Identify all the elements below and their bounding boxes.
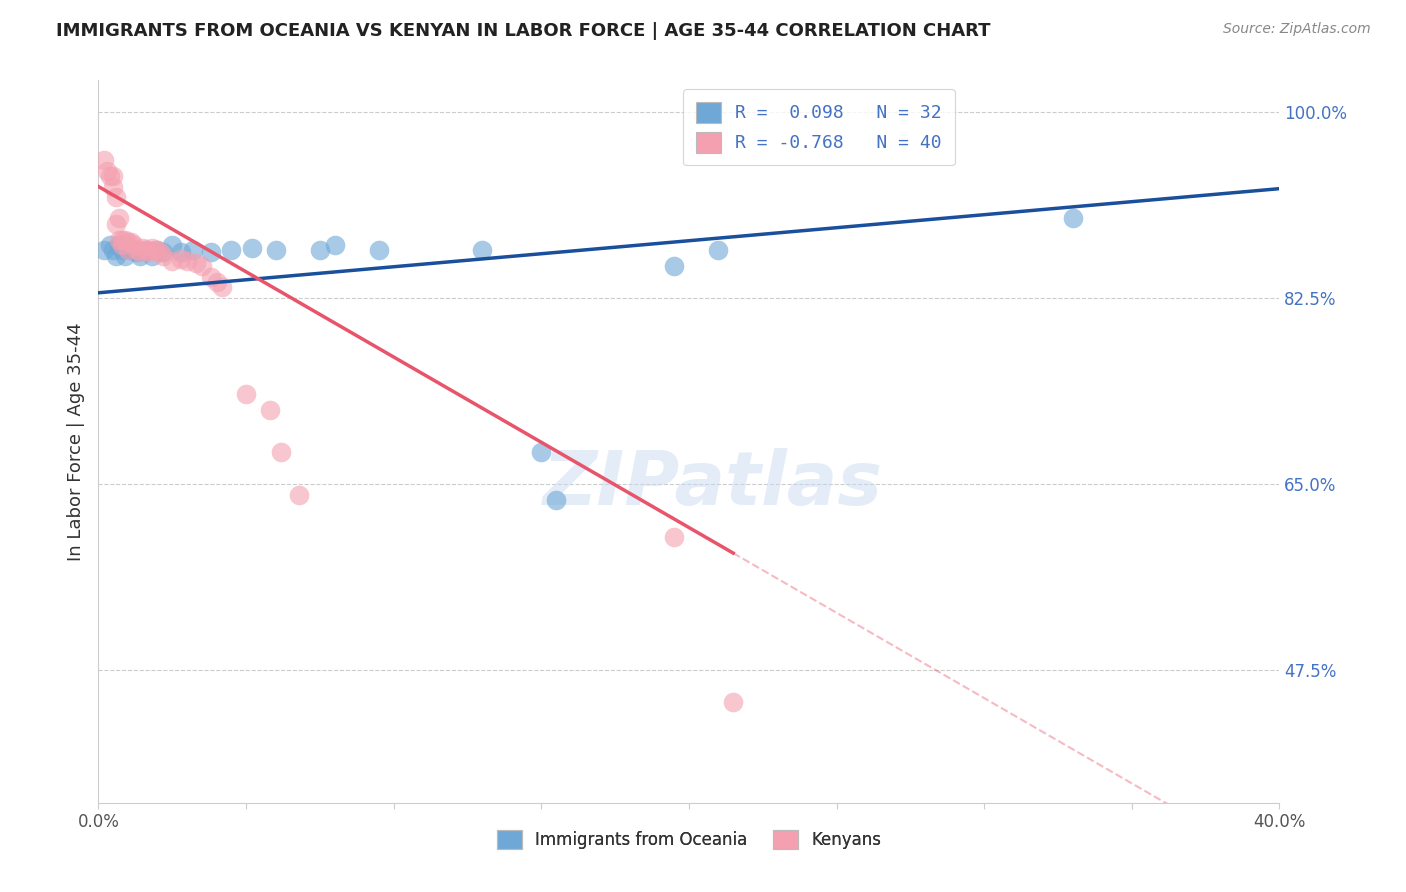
Point — [200, 269, 222, 284]
Point — [117, 235, 139, 249]
Point — [128, 249, 150, 263]
Point — [105, 217, 128, 231]
Point — [122, 238, 145, 252]
Point — [111, 238, 134, 252]
Point — [108, 211, 131, 226]
Point — [211, 280, 233, 294]
Point — [132, 241, 155, 255]
Point — [546, 493, 568, 508]
Point — [103, 169, 125, 183]
Point — [170, 252, 193, 266]
Point — [114, 233, 136, 247]
Text: ZIPatlas: ZIPatlas — [543, 449, 883, 522]
Point — [664, 259, 686, 273]
Point — [125, 245, 148, 260]
Point — [146, 244, 169, 258]
Y-axis label: In Labor Force | Age 35-44: In Labor Force | Age 35-44 — [66, 322, 84, 561]
Point — [96, 163, 118, 178]
Point — [108, 238, 131, 252]
Point — [105, 249, 128, 263]
Point — [103, 244, 125, 258]
Point — [162, 238, 183, 252]
Point — [162, 254, 183, 268]
Legend: Immigrants from Oceania, Kenyans: Immigrants from Oceania, Kenyans — [491, 823, 887, 856]
Point — [240, 241, 263, 255]
Point — [664, 530, 686, 544]
Point — [120, 235, 142, 249]
Point — [103, 179, 125, 194]
Point — [135, 244, 157, 258]
Point — [141, 249, 163, 263]
Point — [135, 244, 157, 258]
Point — [122, 244, 145, 258]
Point — [170, 245, 193, 260]
Point — [184, 256, 207, 270]
Point — [93, 244, 115, 258]
Point — [707, 244, 730, 258]
Point — [114, 249, 136, 263]
Point — [111, 233, 134, 247]
Point — [471, 244, 494, 258]
Point — [111, 244, 134, 258]
Point — [128, 245, 150, 260]
Point — [205, 275, 228, 289]
Point — [105, 190, 128, 204]
Point — [368, 244, 391, 258]
Text: IMMIGRANTS FROM OCEANIA VS KENYAN IN LABOR FORCE | AGE 35-44 CORRELATION CHART: IMMIGRANTS FROM OCEANIA VS KENYAN IN LAB… — [56, 22, 991, 40]
Point — [141, 241, 163, 255]
Point — [149, 245, 172, 260]
Point — [176, 254, 198, 268]
Point — [1062, 211, 1084, 226]
Point — [146, 244, 169, 258]
Point — [309, 244, 332, 258]
Point — [143, 244, 166, 258]
Point — [117, 241, 139, 255]
Point — [323, 238, 346, 252]
Point — [259, 402, 281, 417]
Point — [98, 169, 121, 183]
Point — [117, 244, 139, 258]
Point — [138, 245, 160, 260]
Point — [181, 244, 204, 258]
Point — [235, 386, 257, 401]
Point — [200, 245, 222, 260]
Point — [120, 244, 142, 258]
Point — [152, 249, 174, 263]
Point — [530, 445, 553, 459]
Point — [98, 238, 121, 252]
Point — [264, 244, 287, 258]
Point — [125, 244, 148, 258]
Point — [152, 245, 174, 260]
Point — [191, 259, 214, 273]
Point — [270, 445, 292, 459]
Point — [723, 695, 745, 709]
Point — [93, 153, 115, 167]
Point — [108, 233, 131, 247]
Point — [288, 488, 311, 502]
Text: Source: ZipAtlas.com: Source: ZipAtlas.com — [1223, 22, 1371, 37]
Point — [221, 244, 243, 258]
